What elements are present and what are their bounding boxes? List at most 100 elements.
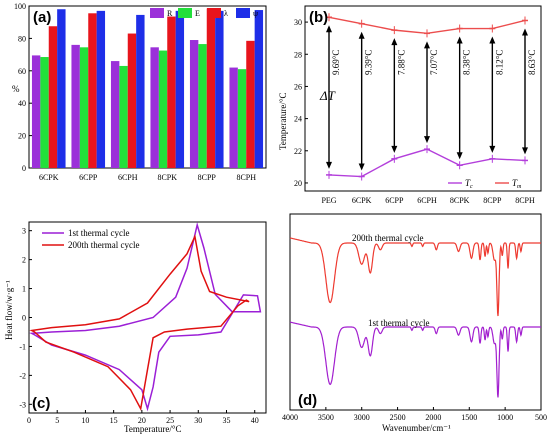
y-tick-label: 24: [294, 115, 302, 124]
bar-6CPH-R: [110, 61, 120, 168]
y-tick-label: 26: [294, 82, 302, 91]
legend-swatch-E: [178, 8, 192, 18]
panel-c-tag: (c): [32, 395, 50, 412]
y-tick-label: 2: [22, 256, 26, 265]
y-tick-label: 100: [14, 2, 26, 11]
bar-6CPH-ψ: [136, 14, 145, 168]
panel-c-legend: 1st thermal cycle 200th thermal cycle: [42, 228, 139, 250]
y-tick-label: -2: [19, 371, 26, 380]
panel-c-x-ticks: 0 5 10 15 20 25 30 35 40: [27, 410, 259, 425]
y-tick-label: 22: [294, 147, 302, 156]
panel-d-x-label: Wavenumber/cm⁻¹: [382, 423, 451, 433]
panel-a-frame: [28, 5, 267, 169]
bar-8CPH-ψ: [254, 10, 264, 168]
legend-label-Tm: Tm: [512, 178, 522, 190]
x-tick-label: 10: [81, 416, 89, 425]
x-tick-label: 15: [110, 416, 118, 425]
panel-b-legend: Tc Tm: [448, 178, 522, 190]
panel-b-delta-arrows: 9.69°C 9.39°C 7.88°C 7.07°C 8.38°C 8.12°C 8.63…: [326, 25, 537, 171]
x-tick-label: 6CPH: [417, 196, 437, 205]
delta-arrow-head-down: [424, 136, 430, 144]
x-tick-label: 2000: [425, 413, 441, 422]
legend-label-R: R: [167, 9, 173, 18]
bar-6CPH-λ: [127, 33, 137, 168]
x-tick-label: 40: [251, 416, 259, 425]
panel-d-ftir-chart: 4000 3500 3000 2500 2000 1500 1000 500 Wavenumb…: [282, 213, 547, 433]
panel-c-dsc-chart: -3 -2 -1 0 1 2 3 0 5 10 15 20 25 30 35 40 Heat flow/w·…: [4, 221, 267, 434]
y-tick-label: 60: [18, 67, 26, 76]
y-tick-label: 0: [22, 314, 26, 323]
panel-c-x-label: Temperature/°C: [124, 424, 181, 434]
bar-8CPK-λ: [167, 16, 176, 169]
x-tick-label: 3000: [354, 413, 370, 422]
x-tick-label: 8CPK: [157, 173, 177, 182]
y-tick-label: 30: [294, 18, 302, 27]
curve-200th-cycle: [29, 234, 250, 411]
y-tick-label: 40: [18, 99, 26, 108]
y-tick-label: 0: [22, 164, 26, 173]
panel-b-series: [326, 13, 528, 181]
x-tick-label: 6CPP: [385, 196, 404, 205]
panel-d-frame: [289, 213, 542, 411]
x-tick-label: 5: [55, 416, 59, 425]
legend-label-λ: λ: [224, 9, 228, 18]
x-tick-label: 8CPK: [450, 196, 470, 205]
delta-arrow-head-down: [358, 163, 365, 171]
panel-d-tag: (d): [298, 392, 317, 409]
bar-6CPK-R: [31, 55, 41, 168]
bar-6CPK-λ: [48, 26, 58, 168]
y-tick-label: 28: [294, 50, 302, 59]
delta-arrow-head-up: [489, 36, 496, 44]
delta-arrow-head-down: [456, 152, 463, 160]
bar-8CPH-λ: [246, 40, 255, 168]
bar-8CPH-E: [237, 69, 247, 168]
bar-6CPP-R: [71, 44, 80, 168]
x-tick-label: 20: [138, 416, 146, 425]
x-tick-label: 6CPP: [79, 173, 98, 182]
x-tick-label: 8CPH: [236, 173, 256, 182]
x-tick-label: 6CPK: [39, 173, 59, 182]
delta-arrow-head-down: [391, 145, 398, 153]
delta-arrow-head-up: [522, 28, 528, 36]
panel-b-delta-t: ΔT: [319, 88, 336, 103]
bar-6CPP-E: [79, 47, 89, 169]
legend-label-0: 1st thermal cycle: [68, 228, 129, 238]
series-line-Tc: [328, 148, 526, 178]
panel-b-frame: [304, 5, 542, 192]
panel-a-x-ticks: 6CPK 6CPP 6CPH 8CPK 8CPP 8CPH: [39, 173, 256, 182]
x-tick-label: 1000: [497, 413, 513, 422]
delta-value-8CPH: 8.63°C: [527, 50, 537, 75]
x-tick-label: 4000: [282, 413, 298, 422]
delta-value-PEG: 9.69°C: [331, 50, 341, 75]
panel-a-y-ticks: 0 20 40 60 80 100: [14, 2, 32, 173]
curve-1st-cycle: [29, 221, 262, 412]
panel-c-y-label: Heat flow/w·g⁻¹: [4, 280, 14, 340]
bar-6CPP-λ: [88, 13, 97, 169]
legend-swatch-ψ: [236, 8, 250, 18]
panel-c-curves: [29, 221, 262, 412]
bar-8CPK-ψ: [175, 10, 185, 168]
bar-8CPH-R: [229, 67, 238, 168]
panel-d-curves: [289, 237, 541, 398]
bar-6CPK-E: [40, 57, 49, 168]
panel-d-label-200th: 200th thermal cycle: [352, 233, 423, 243]
legend-label-E: E: [195, 9, 200, 18]
x-tick-label: 25: [166, 416, 174, 425]
x-tick-label: 1500: [461, 413, 477, 422]
y-tick-label: 80: [18, 34, 26, 43]
panel-d-x-ticks: 4000 3500 3000 2500 2000 1500 1000 500: [282, 407, 547, 422]
y-tick-label: -1: [19, 342, 26, 351]
delta-arrow-head-down: [522, 147, 528, 155]
x-tick-label: 500: [535, 413, 547, 422]
bar-8CPP-E: [198, 44, 207, 168]
panel-a-tag: (a): [33, 9, 51, 26]
delta-arrow-head-up: [391, 38, 398, 46]
delta-arrow-head-down: [326, 161, 332, 169]
legend-subscript: c: [470, 184, 473, 190]
delta-arrow-head-up: [326, 25, 332, 33]
legend-subscript: m: [517, 184, 522, 190]
delta-arrow-head-up: [424, 41, 430, 49]
